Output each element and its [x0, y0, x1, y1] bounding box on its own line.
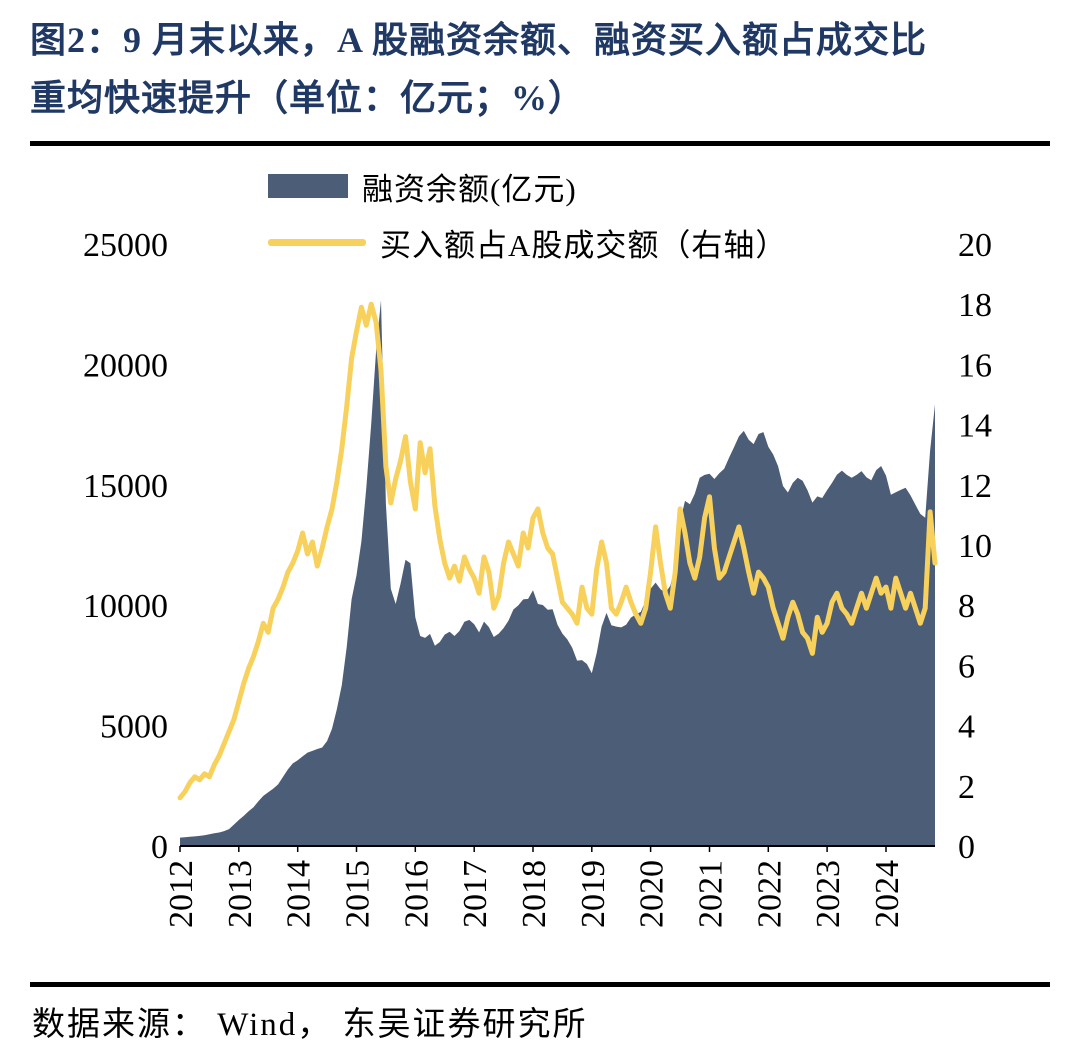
- x-axis-tick-label: 2013: [222, 860, 259, 928]
- x-axis-tick-label: 2018: [516, 860, 553, 928]
- x-axis-tick-label: 2014: [281, 860, 318, 928]
- chart-canvas: 0 5000 10000 15000 20000 25000 0 2 4 6 8 10 12 14 16 18…: [83, 227, 992, 928]
- chart-area: 融资余额(亿元) 买入额占A股成交额（右轴） 0 5000 10000 15000 20…: [30, 156, 1050, 976]
- legend-item-ratio: 买入额占A股成交额（右轴）: [268, 222, 788, 263]
- right-axis-tick-label: 12: [958, 468, 992, 505]
- right-axis-tick-label: 6: [958, 649, 975, 686]
- left-axis-tick-label: 25000: [83, 227, 168, 264]
- right-axis-tick-label: 16: [958, 348, 992, 385]
- x-axis-tick-label: 2012: [163, 860, 200, 928]
- right-axis-tick-label: 4: [958, 709, 975, 746]
- legend-item-balance: 融资余额(亿元): [268, 166, 787, 207]
- balance-swatch-icon: [268, 174, 348, 199]
- left-axis-tick-label: 15000: [83, 468, 168, 505]
- left-axis-tick-label: 10000: [83, 588, 168, 625]
- chart-legend: 融资余额(亿元) 买入额占A股成交额（右轴）: [268, 166, 787, 278]
- x-axis-tick-label: 2021: [693, 860, 730, 928]
- source-note: 数据来源： Wind， 东吴证券研究所: [32, 1007, 588, 1044]
- x-axis-tick-label: 2022: [751, 860, 788, 928]
- x-axis-tick-label: 2020: [634, 860, 671, 928]
- left-axis-tick-label: 20000: [83, 348, 168, 385]
- legend-label-balance: 融资余额(亿元): [362, 171, 577, 207]
- x-axis-tick-label: 2015: [340, 860, 377, 928]
- area-series-margin-balance: [180, 300, 935, 847]
- right-axis-tick-label: 2: [958, 769, 975, 806]
- legend-label-ratio: 买入额占A股成交额（右轴）: [380, 227, 788, 263]
- right-axis-tick-label: 0: [958, 829, 975, 866]
- figure-title-line1: 图2：9 月末以来，A 股融资余额、融资买入额占成交比: [30, 20, 928, 60]
- figure-title-line2: 重均快速提升（单位：亿元；%）: [30, 77, 586, 118]
- x-axis-tick-label: 2017: [457, 860, 494, 928]
- x-axis-tick-label: 2023: [810, 860, 847, 928]
- ratio-swatch-icon: [268, 238, 366, 246]
- left-axis-tick-label: 5000: [100, 709, 168, 746]
- figure-title: 图2：9 月末以来，A 股融资余额、融资买入额占成交比 重均快速提升（单位：亿元…: [30, 12, 1050, 127]
- right-axis-tick-label: 20: [958, 227, 992, 264]
- line-series-buy-ratio: [177, 301, 938, 801]
- right-axis-tick-label: 14: [958, 408, 992, 445]
- right-axis-tick-label: 8: [958, 588, 975, 625]
- right-axis-tick-label: 18: [958, 287, 992, 324]
- x-axis-tick-label: 2019: [575, 860, 612, 928]
- right-axis-tick-label: 10: [958, 528, 992, 565]
- x-axis-tick-label: 2016: [398, 860, 435, 928]
- divider-bottom: [30, 982, 1050, 988]
- divider-top: [30, 141, 1050, 147]
- left-axis-tick-label: 0: [151, 829, 168, 866]
- x-axis-tick-label: 2024: [869, 860, 906, 928]
